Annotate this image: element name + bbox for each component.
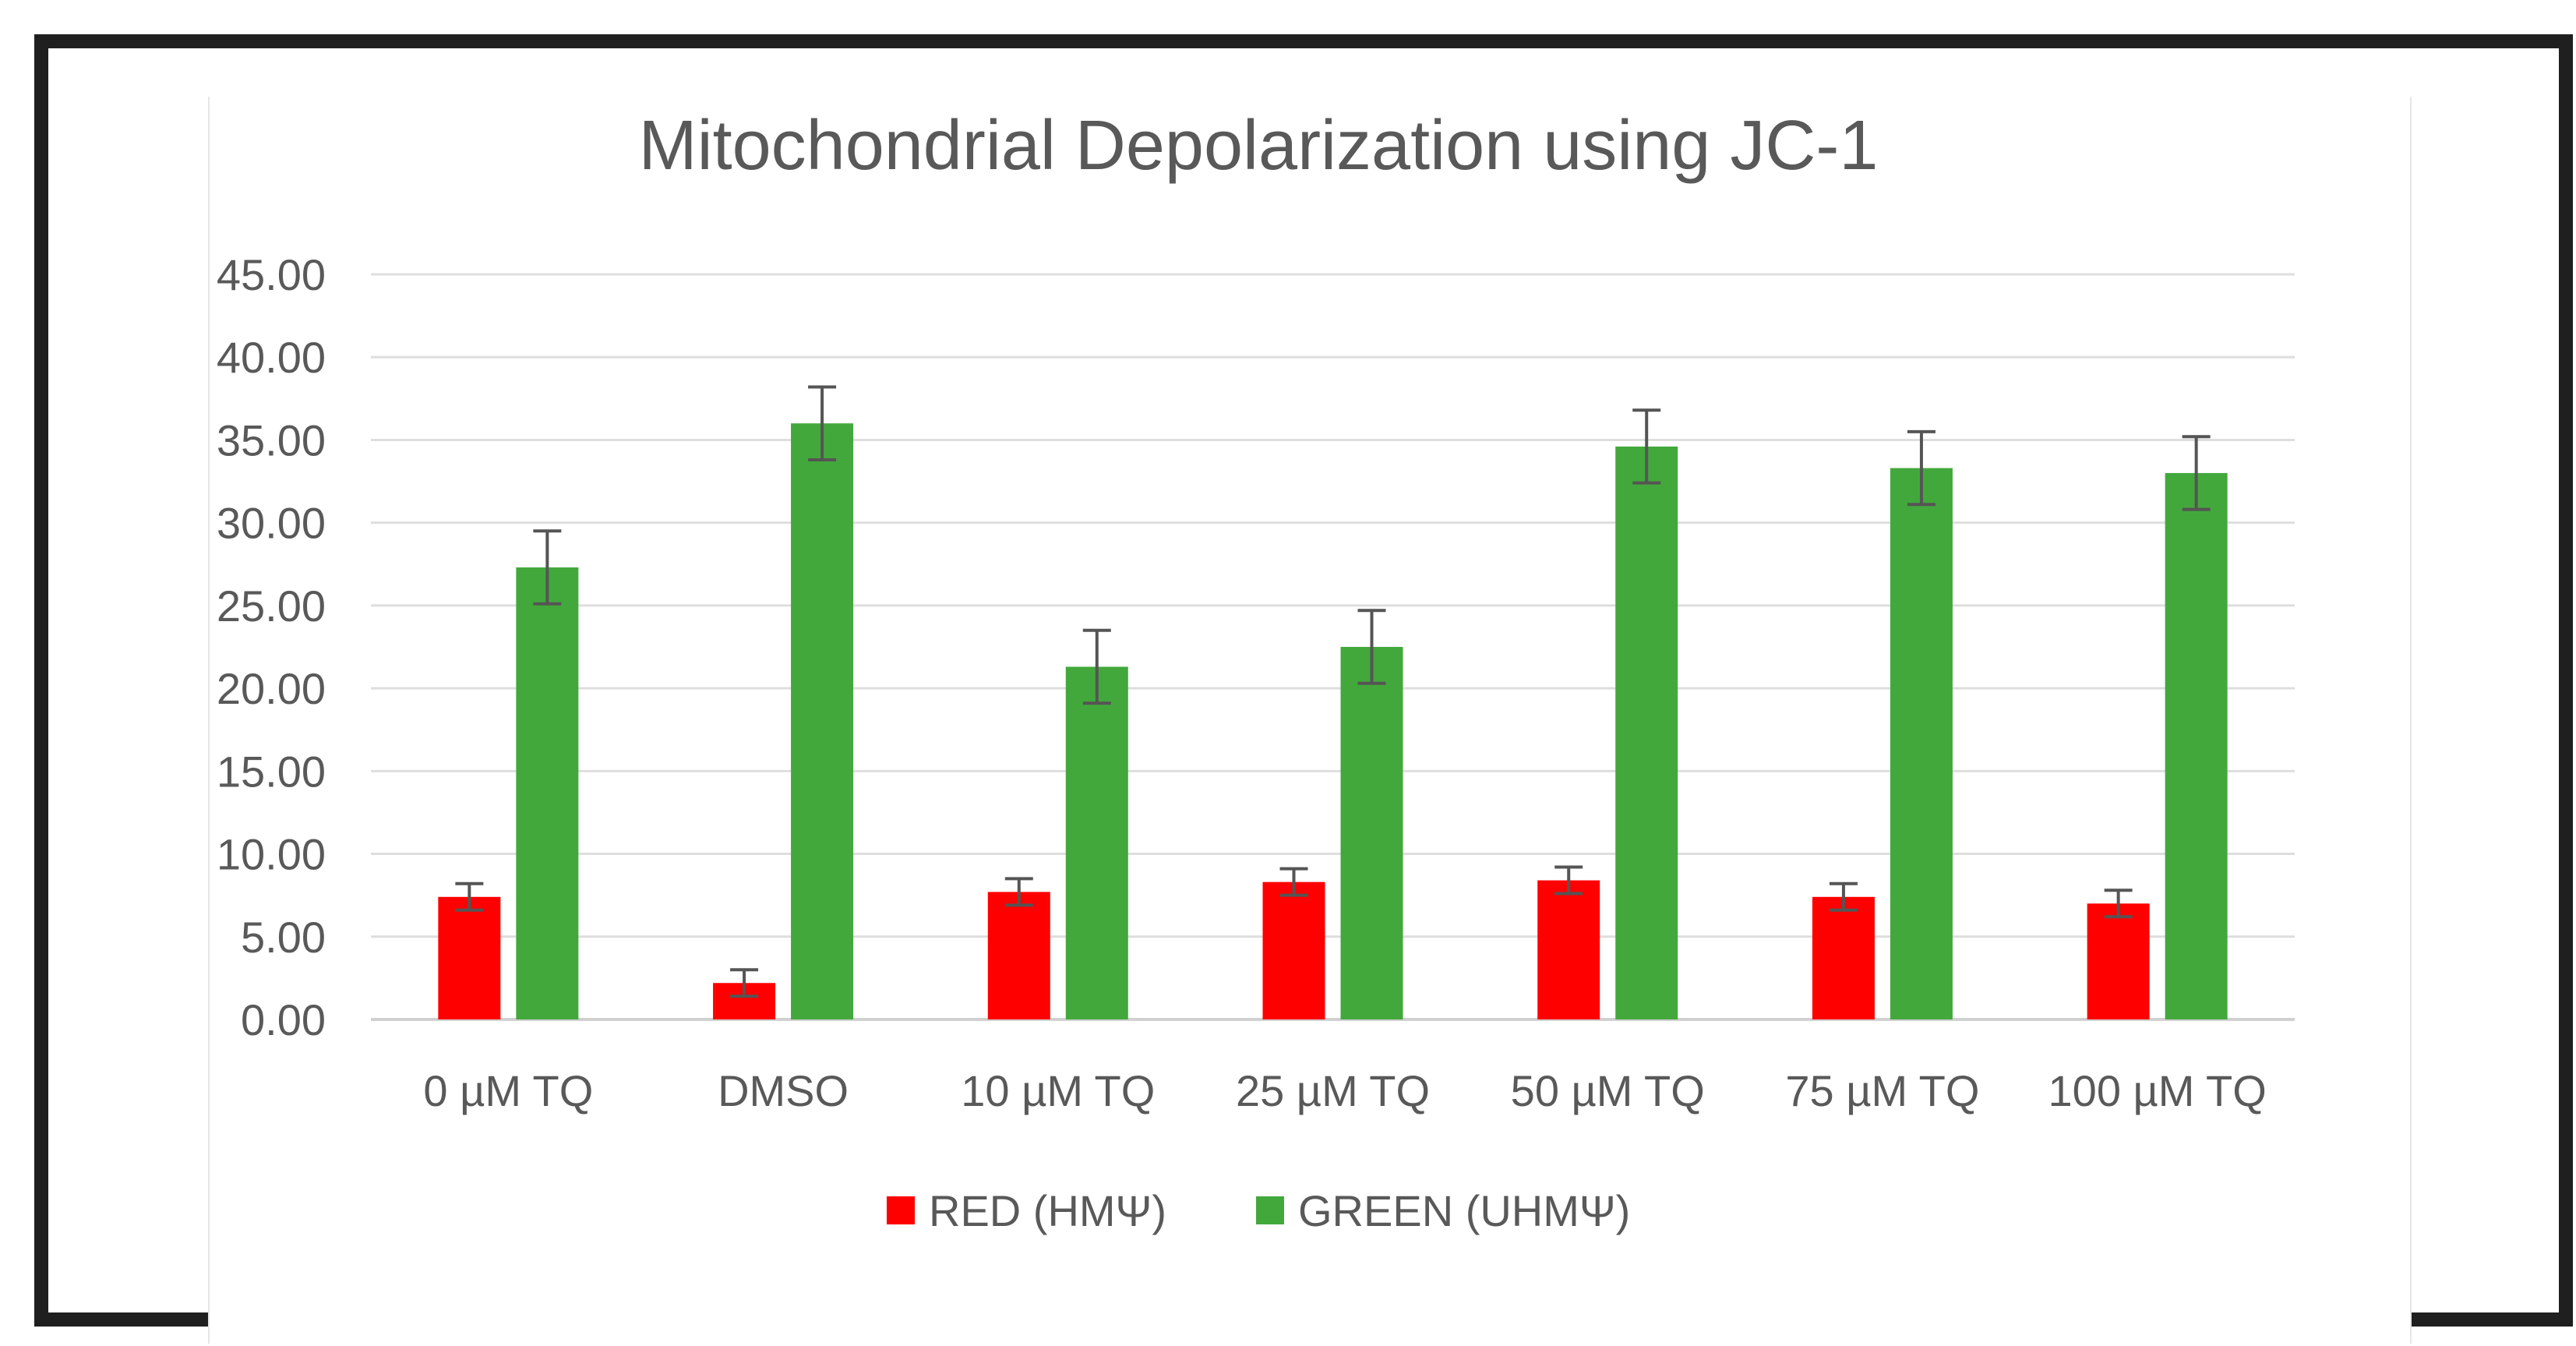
- error-bar: [1279, 867, 1308, 897]
- error-bar: [730, 968, 759, 998]
- x-tick-label: 0 µM TQ: [423, 1066, 593, 1115]
- legend-label: GREEN (UHMΨ): [1298, 1186, 1630, 1235]
- bar-green: [1615, 446, 1678, 1019]
- legend-swatch: [1256, 1196, 1284, 1224]
- x-tick-label: 50 µM TQ: [1511, 1066, 1705, 1115]
- error-bar: [1082, 628, 1111, 705]
- error-bar: [2182, 435, 2211, 511]
- error-bar: [1829, 881, 1858, 912]
- x-axis-ticks: 0 µM TQ DMSO 10 µM TQ 25 µM TQ 50 µM TQ 75 µM…: [423, 1066, 2266, 1115]
- legend-item-green: GREEN (UHMΨ): [1256, 1186, 1630, 1235]
- y-tick-label: 40.00: [217, 333, 326, 382]
- bar-green: [1065, 666, 1128, 1019]
- x-tick-label: 25 µM TQ: [1236, 1066, 1430, 1115]
- legend: RED (HMΨ) GREEN (UHMΨ): [887, 1186, 1630, 1235]
- bars: [438, 423, 2228, 1019]
- error-bar: [1632, 408, 1661, 485]
- bar-green: [1890, 468, 1953, 1019]
- x-tick-label: DMSO: [718, 1066, 849, 1115]
- legend-item-red: RED (HMΨ): [887, 1186, 1166, 1235]
- x-tick-label: 100 µM TQ: [2048, 1066, 2267, 1115]
- error-bar: [808, 385, 837, 461]
- bar-red: [438, 896, 501, 1019]
- legend-swatch: [887, 1196, 915, 1224]
- error-bar: [1357, 609, 1386, 685]
- y-tick-label: 20.00: [217, 664, 326, 713]
- error-bar: [1004, 877, 1033, 907]
- chart-title: Mitochondrial Depolarization using JC-1: [639, 107, 1879, 185]
- bar-red: [1262, 881, 1325, 1019]
- error-bars: [455, 385, 2211, 998]
- x-tick-label: 75 µM TQ: [1785, 1066, 1979, 1115]
- gridlines: [371, 273, 2295, 1021]
- error-bar: [2104, 889, 2133, 919]
- error-bar: [1907, 429, 1936, 507]
- bar-red: [987, 892, 1050, 1019]
- y-tick-label: 35.00: [217, 415, 326, 465]
- y-axis-ticks: 0.00 5.00 10.00 15.00 20.00 25.00 30.00 35.00 40…: [217, 250, 326, 1044]
- error-bar: [455, 881, 484, 912]
- y-tick-label: 5.00: [241, 913, 326, 962]
- bar-green: [516, 567, 579, 1019]
- y-tick-label: 15.00: [217, 747, 326, 796]
- bar-green: [1340, 647, 1403, 1019]
- error-bar: [1554, 865, 1583, 896]
- y-tick-label: 0.00: [241, 995, 326, 1044]
- y-tick-label: 30.00: [217, 499, 326, 548]
- bar-red: [1537, 880, 1600, 1019]
- y-tick-label: 45.00: [217, 250, 326, 299]
- x-tick-label: 10 µM TQ: [961, 1066, 1155, 1115]
- error-bar: [533, 529, 562, 606]
- y-tick-label: 10.00: [217, 830, 326, 879]
- bar-green: [791, 423, 854, 1019]
- legend-label: RED (HMΨ): [929, 1186, 1166, 1235]
- bar-green: [2165, 472, 2228, 1019]
- bar-red: [1812, 896, 1875, 1019]
- bar-red: [2087, 903, 2150, 1019]
- y-tick-label: 25.00: [217, 581, 326, 631]
